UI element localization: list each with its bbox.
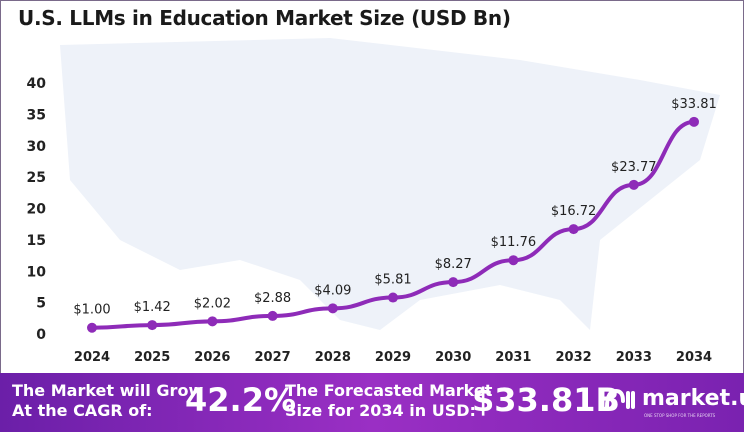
chart-title: U.S. LLMs in Education Market Size (USD … (18, 6, 511, 30)
logo-tagline: ONE STOP SHOP FOR THE REPORTS (644, 413, 716, 418)
forecast-label: The Forecasted Market Size for 2034 in US… (285, 381, 492, 421)
y-tick-label: 40 (27, 76, 47, 92)
x-tick-label: 2026 (194, 350, 230, 365)
market-us-logo: market.us ONE STOP SHOP FOR THE REPORTS (604, 386, 744, 418)
x-tick-label: 2033 (616, 350, 652, 365)
data-label: $2.02 (194, 296, 231, 311)
y-tick-label: 35 (27, 107, 46, 123)
data-label: $4.09 (314, 283, 351, 298)
x-tick-label: 2024 (74, 350, 110, 365)
data-label: $23.77 (611, 160, 657, 175)
us-map-background (60, 38, 720, 330)
data-label: $8.27 (435, 257, 472, 272)
data-label: $2.88 (254, 291, 291, 306)
x-tick-label: 2027 (255, 350, 291, 365)
y-tick-label: 10 (27, 264, 47, 280)
forecast-label-line1: The Forecasted Market (285, 381, 493, 400)
y-tick-label: 5 (36, 296, 46, 312)
x-tick-label: 2028 (315, 350, 351, 365)
data-label: $5.81 (374, 273, 411, 288)
data-point (448, 277, 459, 288)
y-tick-label: 25 (27, 170, 46, 186)
y-tick-label: 15 (27, 233, 46, 249)
forecast-label-line2: Size for 2034 in USD: (285, 401, 476, 420)
data-label: $1.42 (134, 300, 171, 315)
logo-text: market.us (642, 386, 744, 411)
data-point (327, 303, 338, 314)
data-point (388, 292, 398, 303)
data-label: $16.72 (551, 204, 597, 219)
x-tick-label: 2030 (435, 350, 471, 365)
x-tick-label: 2034 (676, 350, 712, 365)
y-tick-label: 30 (27, 139, 47, 155)
data-point (267, 310, 278, 321)
data-label: $33.81 (671, 97, 717, 112)
data-point (508, 255, 519, 266)
data-point (147, 320, 158, 331)
cagr-label-line1: The Market will Grow (12, 381, 204, 400)
cagr-value: 42.2% (185, 381, 297, 419)
data-label: $11.76 (491, 235, 537, 250)
data-point (689, 116, 699, 127)
x-tick-label: 2032 (556, 350, 592, 365)
data-point (207, 316, 218, 327)
summary-banner: The Market will Grow At the CAGR of: 42.2… (0, 373, 744, 432)
logo-icon (605, 388, 635, 409)
x-tick-label: 2025 (134, 350, 170, 365)
cagr-label: The Market will Grow At the CAGR of: (12, 381, 203, 421)
data-label: $1.00 (73, 303, 110, 318)
forecast-value: $33.81B (472, 381, 620, 419)
data-point (87, 322, 97, 333)
data-point (568, 224, 579, 235)
x-tick-label: 2029 (375, 350, 411, 365)
cagr-label-line2: At the CAGR of: (12, 401, 153, 420)
x-tick-label: 2031 (495, 350, 531, 365)
y-tick-label: 0 (36, 327, 46, 343)
y-tick-label: 20 (27, 202, 47, 218)
data-point (628, 179, 639, 190)
